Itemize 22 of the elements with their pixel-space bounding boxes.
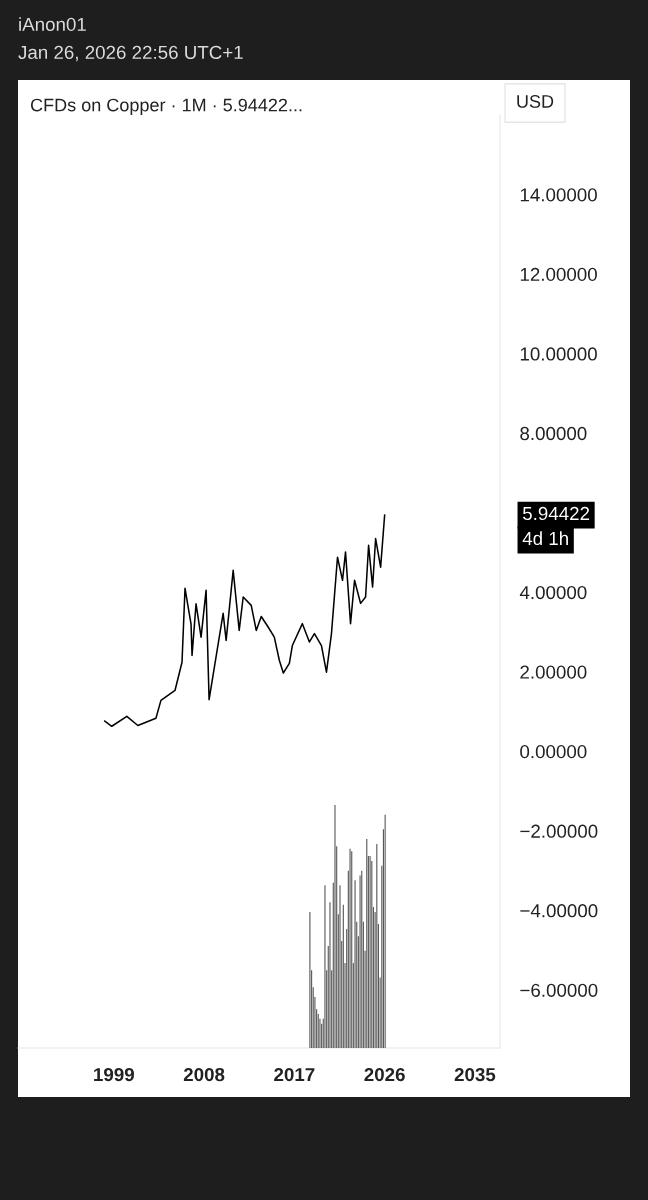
y-tick-label: 14.00000 (520, 188, 597, 202)
text: Jan 26, 2026 22:56 UTC+1 (18, 45, 243, 62)
text: USD (517, 95, 554, 108)
y-tick-label: 8.00000 (520, 426, 587, 441)
y-tick-label: 2.00000 (520, 665, 587, 679)
x-tick-label: 2026 (364, 1067, 405, 1082)
x-tick-label: 2035 (454, 1067, 496, 1082)
x-tick-label: 2008 (183, 1067, 225, 1082)
chart-subtitle: iAnon01 (19, 17, 86, 32)
text: 5.94422 (522, 506, 590, 521)
chart-title: CFDs on Copper · 1M · 5.94422... (30, 98, 302, 115)
y-tick-label: 12.00000 (520, 267, 597, 282)
y-tick-label: 4.00000 (519, 585, 587, 600)
x-tick-label: 2017 (274, 1067, 315, 1082)
x-tick-label: 1999 (94, 1067, 134, 1082)
y-tick-label: −6.00000 (520, 983, 598, 997)
y-tick-label: −2.00000 (520, 824, 598, 838)
y-tick-label: 10.00000 (520, 347, 597, 361)
y-tick-label: 0.00000 (520, 745, 587, 759)
text: 4d 1h (522, 531, 568, 546)
line-series (104, 514, 386, 728)
y-tick-label: −4.00000 (520, 904, 598, 918)
